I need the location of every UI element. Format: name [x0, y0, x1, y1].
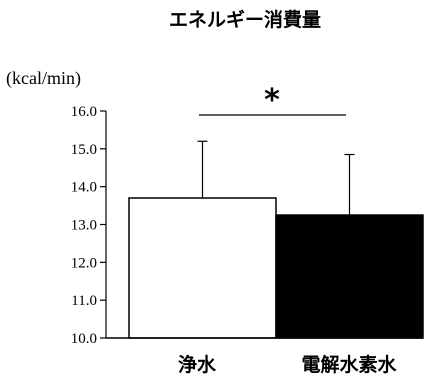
- bar-1: [275, 214, 424, 339]
- y-tick-label-5: 15.0: [71, 142, 97, 158]
- category-label-1: 電解水素水: [301, 353, 397, 376]
- plot-area: 10.0 11.0 12.0 13.0 14.0 15.0 16.0: [71, 104, 424, 347]
- y-axis-unit: (kcal/min): [6, 68, 81, 89]
- bar-0: [128, 197, 277, 339]
- chart-title: エネルギー消費量: [169, 8, 321, 31]
- y-tick-label-2: 12.0: [71, 255, 97, 271]
- significance-marker: *: [264, 83, 280, 118]
- y-tick-label-3: 13.0: [71, 218, 97, 234]
- y-tick-label-6: 16.0: [71, 104, 97, 120]
- y-tick-label-1: 11.0: [71, 293, 97, 309]
- y-tick-label-0: 10.0: [71, 331, 97, 347]
- y-tick-label-4: 14.0: [71, 180, 97, 196]
- category-label-0: 浄水: [178, 353, 217, 376]
